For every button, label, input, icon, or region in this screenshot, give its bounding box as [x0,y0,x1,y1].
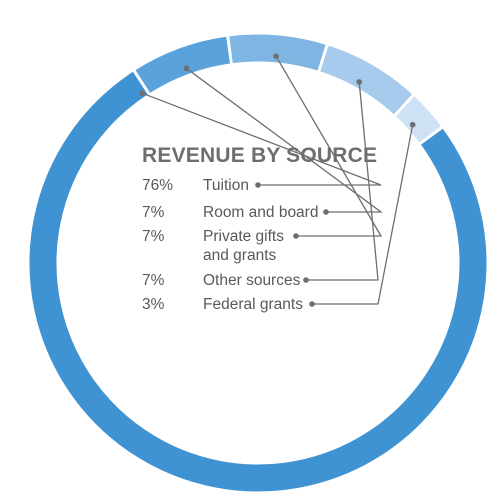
leader-anchor-other-sources [356,79,363,85]
chart-title: REVENUE BY SOURCE [142,144,377,167]
legend-label-federal-grants: Federal grants [203,296,303,313]
legend-label-tuition: Tuition [203,177,249,194]
slice-other-sources [320,45,413,115]
legend-percent-tuition: 76% [142,177,173,194]
donut-ring [29,34,487,492]
legend-percent-other-sources: 7% [142,272,165,289]
slice-tuition [29,71,487,492]
legend-label-other-sources: Other sources [203,272,301,289]
legend-label-room-and-board: Room and board [203,204,318,221]
legend-label-private-gifts: Private gifts [203,228,284,245]
leader-line-private-gifts [275,55,383,237]
legend-label-private-gifts-line2: and grants [203,247,276,264]
leader-line-federal-grants [312,124,414,305]
legend-percent-private-gifts: 7% [142,228,165,245]
legend-percent-room-and-board: 7% [142,204,165,221]
legend: 76% Tuition 7% Room and board 7% Private gift… [142,177,318,313]
slice-private-gifts [229,34,326,71]
leader-lines [139,53,416,307]
leader-line-room-and-board [186,67,383,213]
slice-room-and-board [135,36,231,94]
leader-line-other-sources [306,81,379,281]
legend-percent-federal-grants: 3% [142,296,165,313]
slice-federal-grants [395,96,441,143]
leader-line-tuition [141,92,382,186]
